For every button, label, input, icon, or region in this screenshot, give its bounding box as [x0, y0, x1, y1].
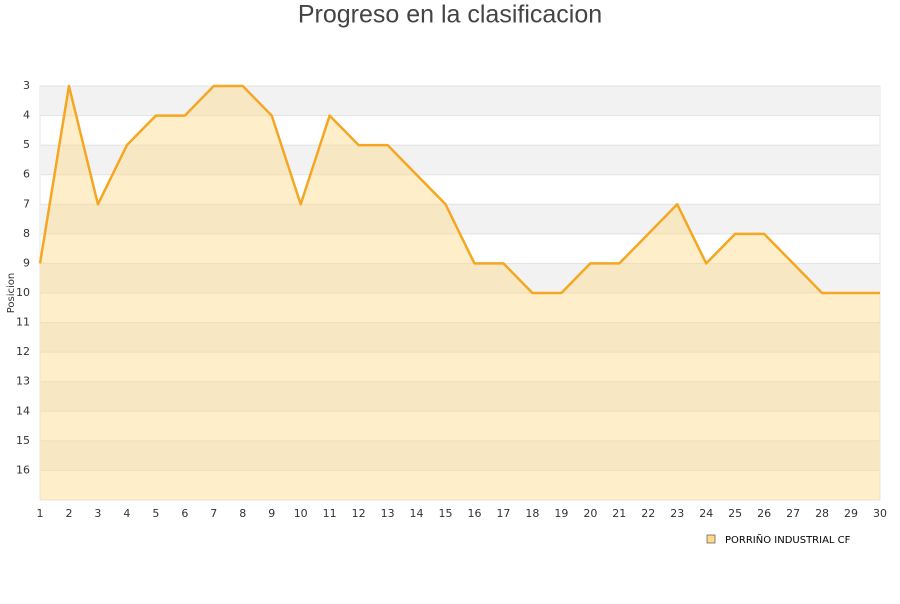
- grid-band: [40, 204, 880, 234]
- y-tick-label: 14: [16, 404, 30, 417]
- y-tick-label: 6: [23, 168, 30, 181]
- legend-label: PORRIÑO INDUSTRIAL CF: [725, 533, 851, 546]
- y-tick-label: 13: [16, 375, 30, 388]
- x-tick-label: 15: [439, 507, 453, 520]
- y-tick-label: 16: [16, 463, 30, 476]
- x-tick-label: 13: [381, 507, 395, 520]
- x-tick-label: 2: [65, 507, 72, 520]
- y-tick-label: 4: [23, 109, 30, 122]
- x-tick-label: 5: [152, 507, 159, 520]
- x-tick-label: 10: [294, 507, 308, 520]
- x-tick-label: 12: [352, 507, 366, 520]
- line: [38, 84, 880, 295]
- x-tick-label: 11: [323, 507, 337, 520]
- x-tick-label: 27: [786, 507, 800, 520]
- grid-band: [40, 263, 880, 293]
- area: [40, 86, 880, 500]
- x-tick-label: 16: [467, 507, 481, 520]
- grid-band: [40, 440, 880, 471]
- x-tick-label: 22: [641, 507, 655, 520]
- x-tick-label: 1: [37, 507, 44, 520]
- x-tick-label: 30: [873, 507, 887, 520]
- y-tick-label: 9: [23, 256, 30, 269]
- x-tick-label: 19: [554, 507, 568, 520]
- x-tick-label: 24: [699, 507, 713, 520]
- x-tick-label: 9: [268, 507, 275, 520]
- y-tick-label: 7: [23, 197, 30, 210]
- grid-band: [40, 86, 880, 116]
- y-tick-label: 11: [16, 316, 30, 329]
- chart-title: Progreso en la clasificacion: [298, 1, 602, 29]
- x-tick-label: 3: [94, 507, 101, 520]
- y-tick-label: 15: [16, 434, 30, 447]
- y-tick-label: 12: [16, 345, 30, 358]
- x-tick-label: 26: [757, 507, 771, 520]
- grid-band: [40, 145, 880, 175]
- y-tick-label: 10: [16, 286, 30, 299]
- x-tick-label: 6: [181, 507, 188, 520]
- x-tick-label: 20: [583, 507, 597, 520]
- y-tick-label: 5: [23, 138, 30, 151]
- x-tick-label: 14: [410, 507, 424, 520]
- x-tick-label: 29: [844, 507, 858, 520]
- y-tick-label: 8: [23, 227, 30, 240]
- x-tick-label: 28: [815, 507, 829, 520]
- x-tick-label: 7: [210, 507, 217, 520]
- x-tick-label: 21: [612, 507, 626, 520]
- x-tick-label: 18: [525, 507, 539, 520]
- x-tick-label: 17: [496, 507, 510, 520]
- x-tick-label: 4: [123, 507, 130, 520]
- x-tick-label: 8: [239, 507, 246, 520]
- x-tick-label: 23: [670, 507, 684, 520]
- y-tick-label: 3: [23, 79, 30, 92]
- legend-swatch: [706, 534, 716, 544]
- y-axis-label: Posicion: [6, 273, 17, 314]
- grid-band: [40, 322, 880, 353]
- x-tick-label: 25: [728, 507, 742, 520]
- grid-band: [40, 381, 880, 412]
